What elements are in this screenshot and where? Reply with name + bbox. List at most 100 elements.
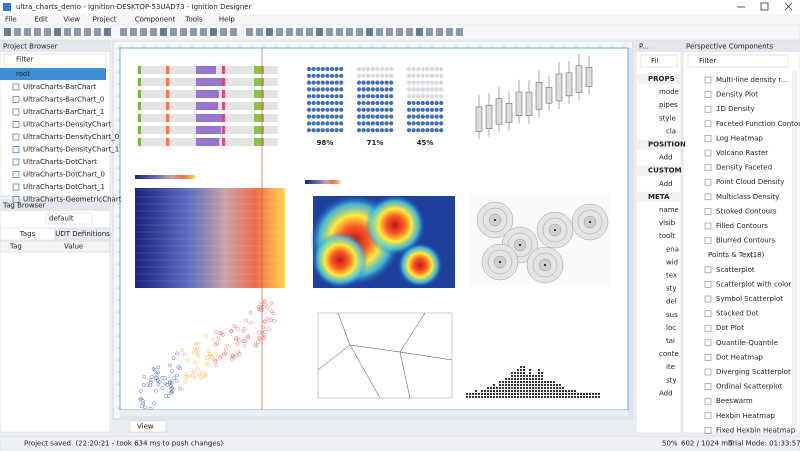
component-item[interactable]: Stroked Contours bbox=[716, 207, 777, 215]
toolbar-button[interactable] bbox=[120, 28, 127, 36]
property-name[interactable]: toolt bbox=[659, 232, 675, 240]
toolbar-button[interactable] bbox=[406, 28, 413, 36]
component-item[interactable]: Faceted Function Contour bbox=[716, 120, 800, 128]
tree-item[interactable]: UltraCharts-BarChart_0 bbox=[23, 96, 104, 104]
component-item[interactable]: Symbol Scatterplot bbox=[716, 295, 783, 303]
component-item[interactable]: Multi-line density r... bbox=[716, 76, 787, 84]
menu-item[interactable]: View bbox=[63, 16, 80, 24]
selected-row[interactable] bbox=[0, 68, 106, 80]
toolbar-button[interactable] bbox=[190, 28, 197, 36]
component-item[interactable]: 1D Density bbox=[716, 105, 755, 113]
toolbar-button[interactable] bbox=[94, 28, 101, 36]
tree-item[interactable]: UltraCharts-DensityChart bbox=[23, 121, 111, 129]
toolbar-button[interactable] bbox=[296, 28, 303, 36]
toolbar-button[interactable] bbox=[446, 28, 453, 36]
component-item[interactable]: Stacked Dot bbox=[716, 310, 759, 318]
toolbar-button[interactable] bbox=[246, 28, 253, 36]
toolbar-button[interactable] bbox=[436, 28, 443, 36]
component-item[interactable]: Beeswarm bbox=[716, 397, 753, 405]
tree-root[interactable]: root bbox=[16, 70, 30, 78]
toolbar-button[interactable] bbox=[64, 28, 71, 36]
menu-item[interactable]: Edit bbox=[34, 16, 48, 24]
toolbar-button[interactable] bbox=[396, 28, 403, 36]
toolbar-button[interactable] bbox=[266, 28, 273, 36]
toolbar-button[interactable] bbox=[220, 28, 227, 36]
component-item[interactable]: Log Heatmap bbox=[716, 134, 763, 142]
toolbar-button[interactable] bbox=[386, 28, 393, 36]
toolbar-button[interactable] bbox=[24, 28, 31, 36]
property-name[interactable]: conte bbox=[659, 350, 679, 358]
property-name[interactable]: Add bbox=[659, 154, 673, 162]
component-item[interactable]: Dot Heatmap bbox=[716, 353, 763, 361]
toolbar-button[interactable] bbox=[286, 28, 293, 36]
toolbar-button[interactable] bbox=[326, 28, 333, 36]
toolbar-button[interactable] bbox=[416, 28, 423, 36]
toolbar-button[interactable] bbox=[316, 28, 323, 36]
toolbar-button[interactable] bbox=[376, 28, 383, 36]
toolbar-button[interactable] bbox=[54, 28, 61, 36]
property-name[interactable]: Add bbox=[659, 180, 673, 188]
toolbar-button[interactable] bbox=[456, 28, 463, 36]
toolbar-button[interactable] bbox=[4, 28, 11, 36]
menu-item[interactable]: Tools bbox=[184, 16, 203, 24]
toolbar-button[interactable] bbox=[256, 28, 263, 36]
toolbar-button[interactable] bbox=[210, 28, 217, 36]
toolbar-button[interactable] bbox=[426, 28, 433, 36]
toolbar-button[interactable] bbox=[346, 28, 353, 36]
toolbar-button[interactable] bbox=[366, 28, 373, 36]
menu-item[interactable]: Project bbox=[93, 16, 117, 24]
tree-item[interactable]: UltraCharts-DotChart bbox=[23, 158, 97, 166]
h-scrollbar[interactable] bbox=[120, 410, 628, 416]
tab-label[interactable]: UDT Definitions bbox=[55, 230, 110, 238]
component-item[interactable]: Scatterplot bbox=[716, 266, 755, 274]
tab-label[interactable]: View bbox=[137, 423, 154, 431]
tab-label[interactable]: Tags bbox=[19, 230, 36, 238]
v-scrollbar[interactable] bbox=[792, 70, 798, 430]
component-item[interactable]: Fixed Hexbin Heatmap bbox=[716, 426, 796, 434]
component-item[interactable]: Dot Plot bbox=[716, 324, 744, 332]
toolbar-button[interactable] bbox=[306, 28, 313, 36]
property-name[interactable]: Add bbox=[659, 389, 673, 397]
toolbar-button[interactable] bbox=[44, 28, 51, 36]
toolbar-button[interactable] bbox=[200, 28, 207, 36]
view-tab[interactable] bbox=[129, 420, 167, 433]
toolbar-button[interactable] bbox=[104, 28, 111, 36]
tree-item[interactable]: UltraCharts-BarChart_1 bbox=[23, 108, 104, 116]
toolbar-button[interactable] bbox=[34, 28, 41, 36]
toolbar-button[interactable] bbox=[336, 28, 343, 36]
menu-item[interactable]: Component bbox=[135, 16, 176, 24]
filter-box[interactable] bbox=[640, 54, 678, 68]
toolbar-button[interactable] bbox=[170, 28, 177, 36]
property-name[interactable]: style bbox=[659, 114, 676, 122]
tree-item[interactable]: UltraCharts-DotChart_0 bbox=[23, 171, 105, 179]
tree-item[interactable]: UltraCharts-GeometricChart bbox=[23, 196, 122, 204]
tree-item[interactable]: UltraCharts-BarChart bbox=[23, 83, 97, 91]
toolbar-button[interactable] bbox=[84, 28, 91, 36]
toolbar-button[interactable] bbox=[180, 28, 187, 36]
tree-item[interactable]: UltraCharts-DotChart_1 bbox=[23, 183, 105, 191]
component-item[interactable]: Density Plot bbox=[716, 91, 758, 99]
toolbar-button[interactable] bbox=[130, 28, 137, 36]
toolbar-button[interactable] bbox=[140, 28, 147, 36]
component-item[interactable]: Point Cloud Density bbox=[716, 178, 784, 186]
toolbar-button[interactable] bbox=[150, 28, 157, 36]
filter-box[interactable] bbox=[687, 54, 789, 68]
menu-item[interactable]: File bbox=[5, 16, 17, 24]
component-item[interactable]: Multiclass Density bbox=[716, 193, 779, 201]
menu-item[interactable]: Help bbox=[219, 16, 236, 24]
toolbar-button[interactable] bbox=[276, 28, 283, 36]
filter-box[interactable] bbox=[3, 53, 107, 66]
toolbar-button[interactable] bbox=[160, 28, 167, 36]
toolbar-button[interactable] bbox=[74, 28, 81, 36]
component-item[interactable]: Quantile-Quantile bbox=[716, 339, 778, 347]
component-item[interactable]: Diverging Scatterplot bbox=[716, 368, 791, 376]
component-item[interactable]: Ordinal Scatterplot bbox=[716, 383, 782, 391]
component-item[interactable]: Scatterplot with color bbox=[716, 280, 791, 288]
toolbar-button[interactable] bbox=[356, 28, 363, 36]
tree-item[interactable]: UltraCharts-DensityChart_0 bbox=[23, 133, 119, 141]
toolbar-button[interactable] bbox=[230, 28, 237, 36]
provider-dropdown[interactable] bbox=[45, 212, 93, 225]
component-item[interactable]: Hexbin Heatmap bbox=[716, 412, 775, 420]
component-item[interactable]: Blurred Contours bbox=[716, 237, 776, 245]
component-item[interactable]: Density Faceted bbox=[716, 164, 772, 172]
